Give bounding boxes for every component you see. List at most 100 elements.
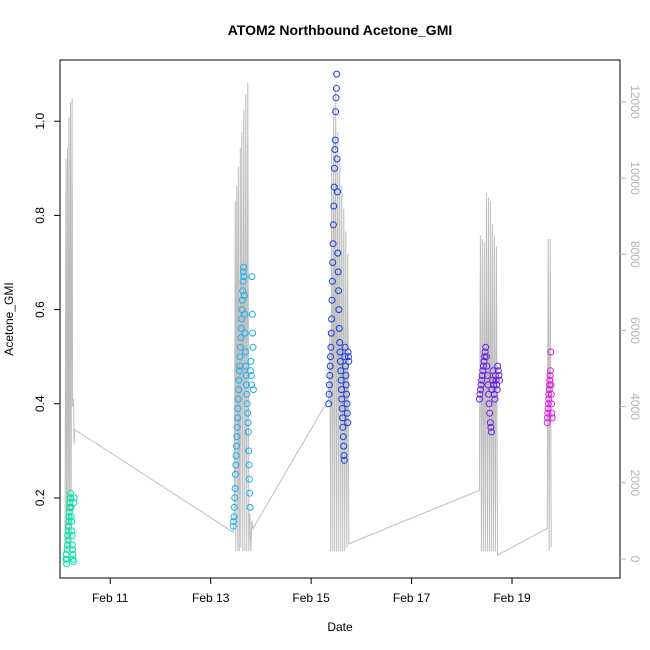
data-point xyxy=(62,551,70,558)
data-point xyxy=(544,409,552,417)
series-3-points xyxy=(325,70,353,464)
y2-tick-label: 10000 xyxy=(628,161,642,195)
data-point xyxy=(340,442,348,450)
data-point xyxy=(69,551,77,558)
data-point xyxy=(481,348,489,356)
data-point xyxy=(70,494,78,502)
data-point xyxy=(63,541,71,549)
data-point xyxy=(241,310,249,318)
data-point xyxy=(243,390,251,398)
data-point xyxy=(325,400,333,408)
data-point xyxy=(238,315,245,323)
data-point xyxy=(247,372,255,379)
data-point xyxy=(329,240,337,248)
data-point xyxy=(68,518,76,525)
data-point xyxy=(343,390,351,398)
data-point xyxy=(230,503,238,511)
data-point xyxy=(240,273,248,281)
data-point xyxy=(548,400,556,408)
chart-title: ATOM2 Northbound Acetone_GMI xyxy=(228,22,453,38)
data-point xyxy=(482,353,490,361)
data-point xyxy=(479,362,487,370)
data-point xyxy=(64,536,72,544)
data-point xyxy=(333,155,341,163)
data-point xyxy=(335,324,343,332)
data-point xyxy=(328,296,336,304)
data-point xyxy=(247,367,254,375)
data-point xyxy=(245,461,253,469)
data-point xyxy=(340,452,348,460)
data-point xyxy=(487,428,495,436)
data-point xyxy=(244,428,252,436)
data-point xyxy=(491,395,499,403)
data-point xyxy=(65,508,73,516)
data-point xyxy=(545,390,553,398)
data-points-layer xyxy=(62,70,556,568)
data-point xyxy=(248,310,256,318)
data-point xyxy=(496,376,503,384)
data-point xyxy=(483,372,491,379)
series-5-points xyxy=(543,348,556,427)
data-point xyxy=(546,376,554,384)
data-point xyxy=(70,558,77,565)
data-point xyxy=(240,292,248,299)
data-point xyxy=(232,461,240,469)
data-point xyxy=(548,409,556,417)
data-point xyxy=(486,409,494,417)
y2-tick-label: 6000 xyxy=(628,317,642,344)
data-point xyxy=(244,409,252,417)
data-point xyxy=(547,348,555,356)
data-point xyxy=(328,315,336,323)
data-point xyxy=(479,367,487,375)
data-point xyxy=(340,456,348,464)
data-point xyxy=(245,447,253,455)
data-point xyxy=(331,164,338,172)
data-point xyxy=(343,409,351,417)
data-point xyxy=(239,277,247,285)
data-point xyxy=(332,94,340,102)
x-tick-label: Feb 15 xyxy=(292,591,330,605)
data-point xyxy=(483,362,491,370)
data-point xyxy=(240,263,248,271)
data-point xyxy=(547,381,555,389)
data-point xyxy=(239,268,247,276)
data-point xyxy=(342,362,349,370)
data-point xyxy=(544,414,551,422)
y-axis-right: 0 2000 4000 6000 8000 10000 12000 xyxy=(620,85,642,563)
data-point xyxy=(342,381,350,389)
data-point xyxy=(546,372,554,379)
data-point xyxy=(245,475,253,483)
data-point xyxy=(336,357,344,365)
data-point xyxy=(477,381,485,389)
data-point xyxy=(326,362,334,370)
data-point xyxy=(242,362,250,370)
data-point xyxy=(242,348,249,356)
data-point xyxy=(249,329,257,337)
y2-tick-label: 2000 xyxy=(628,469,642,496)
data-point xyxy=(242,372,250,379)
data-point xyxy=(69,546,77,554)
data-point xyxy=(248,381,256,389)
y-tick-label: 1.0 xyxy=(33,113,47,130)
data-point xyxy=(327,353,334,361)
x-axis: Feb 11 Feb 13 Feb 15 Feb 17 Feb 19 xyxy=(92,578,531,605)
data-point xyxy=(69,555,77,563)
data-point xyxy=(233,442,240,450)
data-point xyxy=(334,188,341,196)
data-point xyxy=(494,362,502,370)
data-point xyxy=(237,324,245,332)
data-point xyxy=(343,400,351,408)
data-point xyxy=(482,343,490,351)
data-point xyxy=(230,518,238,525)
data-point xyxy=(231,470,239,478)
data-point xyxy=(68,541,76,549)
data-point xyxy=(241,329,249,337)
data-point xyxy=(344,419,352,427)
data-point xyxy=(485,400,493,408)
data-point xyxy=(234,405,242,412)
data-point xyxy=(330,202,338,210)
data-point xyxy=(336,348,344,356)
data-point xyxy=(237,334,245,342)
